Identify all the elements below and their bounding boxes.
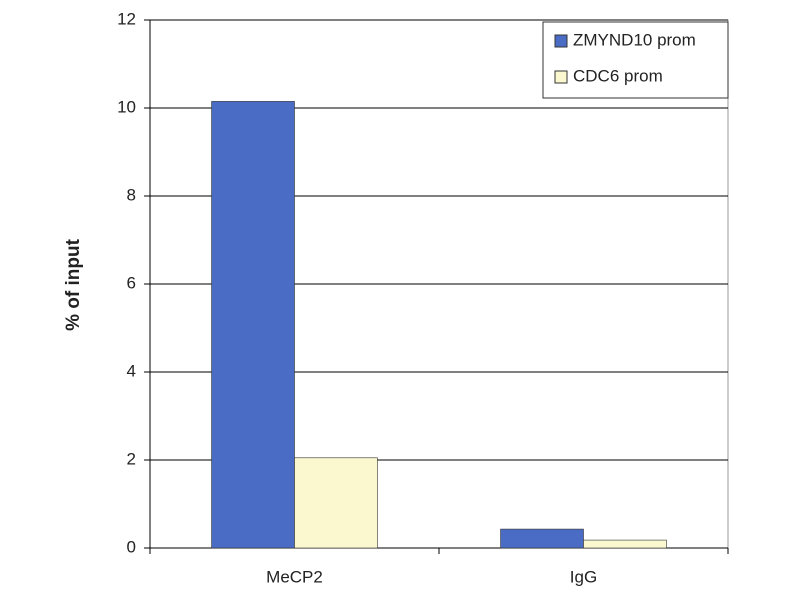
y-tick-label: 0 (127, 537, 136, 556)
x-tick-label: IgG (570, 567, 597, 586)
y-tick-label: 2 (127, 449, 136, 468)
legend-label: ZMYND10 prom (573, 30, 696, 49)
bar (211, 101, 295, 549)
y-axis-label: % of input (63, 238, 84, 330)
legend-label: CDC6 prom (573, 66, 663, 85)
y-tick-label: 6 (127, 273, 136, 292)
bar (294, 457, 378, 549)
y-tick-label: 10 (117, 97, 136, 116)
legend-swatch (554, 70, 568, 84)
bar (500, 528, 584, 549)
bar (583, 539, 667, 549)
y-tick-label: 4 (127, 361, 136, 380)
y-tick-label: 8 (127, 185, 136, 204)
legend-box (542, 21, 729, 99)
y-tick-label: 12 (117, 9, 136, 28)
x-tick-label: MeCP2 (266, 567, 323, 586)
legend-swatch (554, 34, 568, 48)
